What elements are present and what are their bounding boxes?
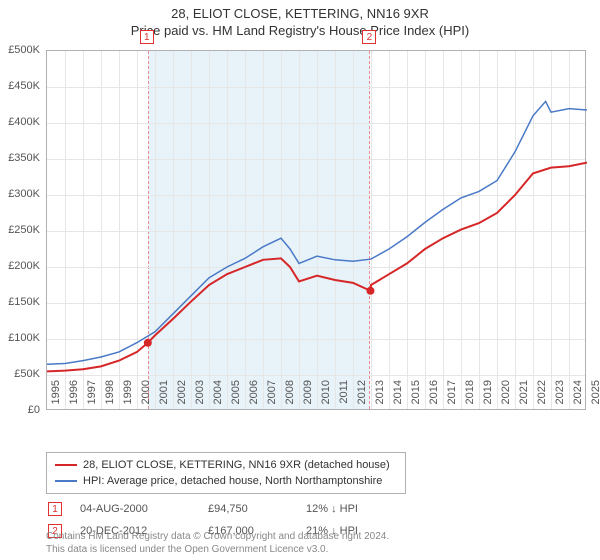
chart-container: 28, ELIOT CLOSE, KETTERING, NN16 9XR Pri… [0, 0, 600, 560]
x-tick-label: 2009 [302, 380, 314, 414]
y-tick-label: £250K [0, 224, 40, 236]
y-tick-label: £500K [0, 44, 40, 56]
plot-area [46, 50, 586, 410]
legend-swatch-1 [55, 480, 77, 482]
x-tick-label: 2017 [446, 380, 458, 414]
x-tick-label: 2004 [212, 380, 224, 414]
sale-price-1: £94,750 [208, 503, 288, 515]
x-tick-label: 2008 [284, 380, 296, 414]
footer-line-2: This data is licensed under the Open Gov… [46, 543, 389, 556]
y-tick-label: £100K [0, 332, 40, 344]
legend-swatch-0 [55, 464, 77, 466]
y-tick-label: £400K [0, 116, 40, 128]
y-tick-label: £200K [0, 260, 40, 272]
x-tick-label: 2002 [176, 380, 188, 414]
y-tick-label: £50K [0, 368, 40, 380]
x-tick-label: 2021 [518, 380, 530, 414]
sale-date-1: 04-AUG-2000 [80, 503, 190, 515]
x-tick-label: 2013 [374, 380, 386, 414]
legend-row-series-1: HPI: Average price, detached house, Nort… [55, 473, 397, 489]
sale-marker-1: 1 [48, 502, 62, 516]
x-tick-label: 2001 [158, 380, 170, 414]
legend-label-1: HPI: Average price, detached house, Nort… [83, 473, 382, 489]
x-tick-label: 2024 [572, 380, 584, 414]
legend-box: 28, ELIOT CLOSE, KETTERING, NN16 9XR (de… [46, 452, 406, 494]
x-tick-label: 2003 [194, 380, 206, 414]
legend-area: 28, ELIOT CLOSE, KETTERING, NN16 9XR (de… [46, 452, 586, 538]
footer-attribution: Contains HM Land Registry data © Crown c… [46, 530, 389, 556]
x-tick-label: 2005 [230, 380, 242, 414]
band-marker-1: 1 [140, 30, 154, 44]
x-tick-label: 2007 [266, 380, 278, 414]
sale-diff-1: 12% ↓ HPI [306, 503, 386, 515]
x-tick-label: 2006 [248, 380, 260, 414]
chart-svg [47, 51, 587, 411]
x-tick-label: 2011 [338, 380, 350, 414]
series-line-hpi [47, 101, 587, 364]
sale-point-1 [144, 339, 152, 347]
x-tick-label: 2010 [320, 380, 332, 414]
y-tick-label: £0 [0, 404, 40, 416]
chart-area: £0£50K£100K£150K£200K£250K£300K£350K£400… [46, 50, 586, 410]
series-line-price_paid [47, 163, 587, 372]
x-tick-label: 1998 [104, 380, 116, 414]
x-tick-label: 1997 [86, 380, 98, 414]
sale-row-1: 1 04-AUG-2000 £94,750 12% ↓ HPI [46, 502, 586, 516]
x-tick-label: 2014 [392, 380, 404, 414]
x-tick-label: 2016 [428, 380, 440, 414]
x-tick-label: 2020 [500, 380, 512, 414]
title-main: 28, ELIOT CLOSE, KETTERING, NN16 9XR [0, 6, 600, 21]
x-tick-label: 2012 [356, 380, 368, 414]
legend-row-series-0: 28, ELIOT CLOSE, KETTERING, NN16 9XR (de… [55, 457, 397, 473]
x-tick-label: 2018 [464, 380, 476, 414]
x-tick-label: 1996 [68, 380, 80, 414]
legend-label-0: 28, ELIOT CLOSE, KETTERING, NN16 9XR (de… [83, 457, 390, 473]
x-tick-label: 1995 [50, 380, 62, 414]
y-tick-label: £350K [0, 152, 40, 164]
x-tick-label: 2015 [410, 380, 422, 414]
x-tick-label: 2019 [482, 380, 494, 414]
sale-point-2 [366, 287, 374, 295]
x-tick-label: 2023 [554, 380, 566, 414]
x-tick-label: 2022 [536, 380, 548, 414]
x-tick-label: 2025 [590, 380, 600, 414]
x-tick-label: 1999 [122, 380, 134, 414]
title-block: 28, ELIOT CLOSE, KETTERING, NN16 9XR Pri… [0, 0, 600, 38]
title-sub: Price paid vs. HM Land Registry's House … [0, 23, 600, 38]
y-tick-label: £450K [0, 80, 40, 92]
y-tick-label: £300K [0, 188, 40, 200]
y-tick-label: £150K [0, 296, 40, 308]
footer-line-1: Contains HM Land Registry data © Crown c… [46, 530, 389, 543]
band-marker-2: 2 [362, 30, 376, 44]
x-tick-label: 2000 [140, 380, 152, 414]
